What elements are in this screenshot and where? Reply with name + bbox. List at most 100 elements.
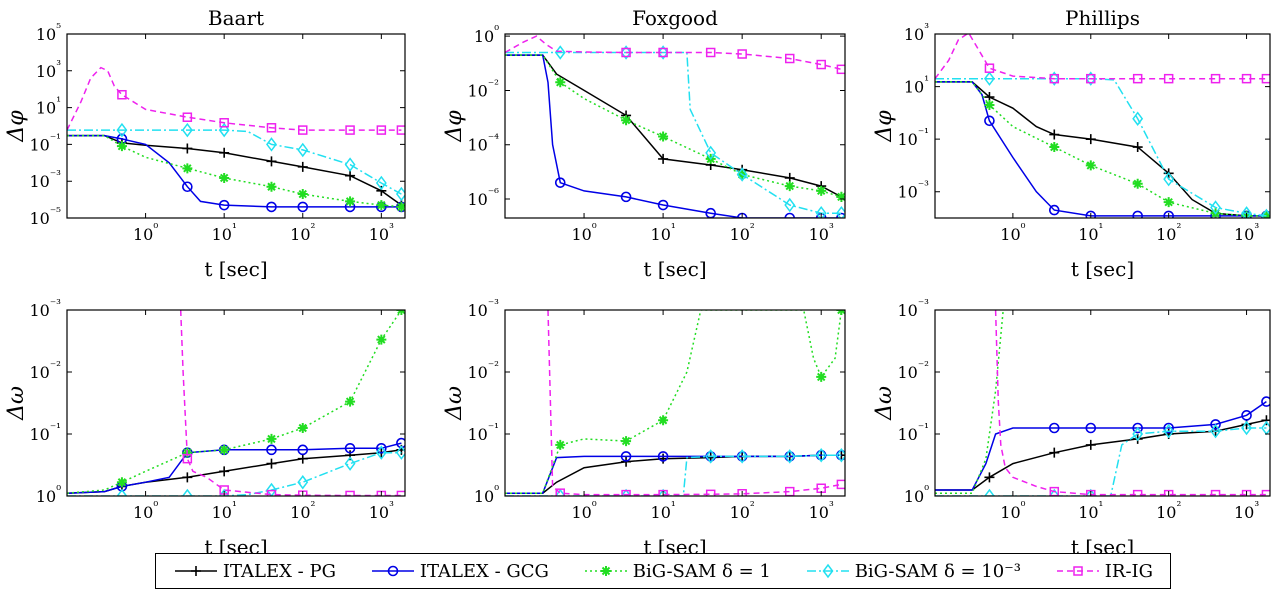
x-axis-label: t [sec] (204, 257, 267, 281)
data-point-bigsam3 (815, 205, 827, 218)
y-tick-label: 10⁰ (474, 23, 499, 46)
data-point-irig (658, 47, 668, 58)
axes-frame (934, 309, 1271, 497)
data-point-bigsam3 (984, 488, 995, 496)
data-point-bigsam3 (297, 474, 309, 490)
panel-title: Baart (208, 6, 264, 30)
y-axis-label: Δφ (4, 110, 29, 143)
y-tick-label: 10⁻³ (29, 168, 61, 191)
data-point-bigsam3 (1048, 71, 1060, 86)
data-point-pg (182, 472, 193, 483)
y-tick-label: 10⁻² (29, 359, 61, 382)
series-irig (505, 35, 845, 75)
data-point-bigsam3 (1210, 423, 1221, 439)
legend-label: ITALEX - PG (222, 560, 336, 582)
data-point-bigsam1 (836, 191, 845, 202)
legend-marker (1073, 566, 1083, 576)
data-point-bigsam1 (345, 396, 356, 407)
series-pg (935, 415, 1270, 491)
data-point-pg (297, 161, 308, 172)
data-point-bigsam1 (1049, 142, 1060, 153)
panel-title: Phillips (1065, 6, 1140, 30)
y-tick-label: 10⁰ (36, 483, 61, 506)
series-line-irig (179, 310, 402, 496)
data-point-irig (621, 47, 631, 58)
y-tick-label: 10³ (904, 21, 929, 44)
data-point-irig (836, 64, 845, 75)
data-point-irig (266, 489, 277, 496)
series-line-irig (505, 35, 842, 71)
data-point-bigsam1 (816, 185, 827, 196)
y-tick-label: 10³ (36, 58, 61, 81)
data-point-gcg (1210, 419, 1221, 430)
data-point-irig (1241, 489, 1252, 496)
data-point-pg (345, 170, 356, 181)
data-point-pg (297, 453, 308, 464)
panel-title: Foxgood (632, 6, 718, 30)
legend-label: IR-IG (1104, 560, 1154, 582)
data-point-bigsam1 (219, 172, 230, 183)
data-point-gcg (376, 442, 387, 454)
y-tick-label: 10⁻¹ (897, 421, 929, 444)
y-tick-label: 10⁻² (467, 359, 499, 382)
y-tick-label: 10⁻² (897, 359, 929, 382)
data-point-bigsam3 (1163, 171, 1175, 187)
data-point-bigsam1 (784, 181, 795, 192)
x-tick-label: 10⁰ (133, 499, 158, 522)
data-point-gcg (554, 177, 566, 188)
x-tick-label: 10⁰ (1000, 221, 1025, 244)
data-point-irig (555, 488, 566, 496)
data-point-bigsam3 (116, 488, 128, 496)
data-point-irig (345, 125, 355, 135)
series-bigsam3 (67, 122, 405, 202)
series-line-gcg (505, 54, 842, 218)
data-point-bigsam3 (344, 157, 356, 172)
y-tick-label: 10⁰ (904, 483, 929, 506)
y-tick-label: 10⁻³ (467, 297, 499, 320)
data-point-irig (737, 49, 747, 59)
data-point-bigsam1 (984, 99, 995, 110)
legend-marker (822, 563, 834, 579)
data-point-bigsam1 (116, 141, 127, 152)
x-tick-label: 10¹ (1078, 499, 1103, 522)
data-point-bigsam1 (376, 334, 387, 345)
data-point-irig (1086, 73, 1096, 84)
x-tick-label: 10¹ (212, 499, 237, 522)
y-tick-label: 10⁻¹ (897, 126, 929, 149)
data-point-pg (658, 153, 669, 164)
y-tick-label: 10⁻³ (897, 297, 929, 320)
data-point-irig (621, 489, 631, 496)
series-gcg (505, 54, 845, 218)
x-tick-label: 10³ (809, 499, 834, 522)
legend-label: BiG-SAM δ = 1 (632, 560, 771, 582)
data-point-irig (1210, 489, 1221, 496)
x-tick-label: 10³ (1234, 499, 1259, 522)
data-point-gcg (1085, 210, 1097, 218)
series-irig (67, 66, 405, 135)
data-point-bigsam3 (554, 488, 566, 496)
data-point-bigsam1 (621, 115, 632, 126)
data-point-bigsam3 (620, 45, 632, 60)
series-bigsam1 (67, 134, 405, 212)
data-point-irig (376, 125, 387, 135)
y-tick-label: 10⁻⁴ (467, 132, 499, 155)
series-line-irig (67, 66, 402, 131)
x-axis-label: t [sec] (1071, 257, 1134, 281)
x-tick-label: 10¹ (212, 221, 237, 244)
data-point-irig (816, 59, 826, 70)
data-point-gcg (266, 444, 277, 456)
data-point-pg (1049, 129, 1060, 140)
data-point-irig (1241, 73, 1252, 84)
data-point-irig (984, 63, 995, 73)
y-axis-label: Δω (872, 386, 897, 421)
data-point-gcg (344, 442, 356, 454)
data-point-pg (1132, 142, 1143, 153)
series-line-irig (994, 310, 1267, 496)
y-tick-label: 10⁻⁶ (467, 186, 499, 209)
series-line-bigsam3 (67, 451, 402, 496)
legend-label: BiG-SAM δ = 10⁻³ (854, 560, 1021, 582)
axes-frame (504, 33, 846, 219)
data-point-irig (1163, 489, 1174, 496)
data-point-bigsam1 (1085, 160, 1096, 171)
